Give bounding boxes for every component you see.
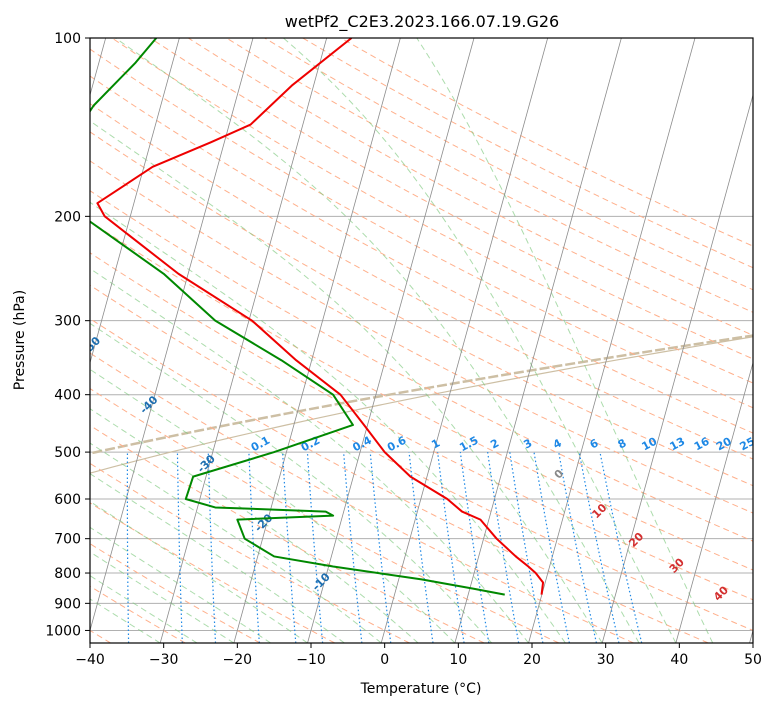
x-axis-label: Temperature (°C)	[360, 681, 482, 697]
dry-adiabat-line	[90, 352, 634, 643]
x-tick-label: −20	[223, 652, 253, 668]
isotherm-line	[159, 38, 328, 643]
temperature-profile	[96, 38, 545, 595]
dewpoint-profile	[90, 38, 505, 596]
x-tick-label: 20	[523, 652, 541, 668]
chart-title: wetPf2_C2E3.2023.166.07.19.G26	[285, 12, 559, 32]
dry-adiabat-line	[90, 75, 753, 434]
mixing-ratio-label: 13	[668, 435, 688, 454]
sounding-series	[90, 38, 545, 596]
y-axis: 100 200 300 400 500 600 700 800 900 1000	[45, 31, 90, 639]
dry-adiabat-line	[90, 252, 753, 601]
moist-adiabat-line	[90, 120, 603, 643]
moist-adiabat-line	[90, 201, 566, 643]
moist-adiabat-line	[90, 267, 529, 643]
plot-area: 0.10.20.40.611.52346810131620253036-100-…	[90, 38, 758, 643]
x-tick-label: −30	[149, 652, 179, 668]
x-tick-label: 0	[380, 652, 389, 668]
y-tick-label: 700	[54, 532, 81, 548]
plot-frame	[89, 37, 754, 644]
y-axis-label: Pressure (hPa)	[12, 290, 28, 390]
dry-adiabat-line	[90, 103, 753, 460]
mixing-ratio-line	[369, 452, 392, 643]
x-tick-label: −40	[75, 652, 105, 668]
dry-adiabat-line	[90, 388, 560, 643]
y-tick-label: 200	[54, 209, 81, 225]
x-tick-label: 50	[744, 652, 762, 668]
isotherms	[90, 38, 753, 643]
dry-adiabat-line	[149, 38, 753, 360]
moist-adiabat-line	[283, 38, 677, 643]
moist-adiabat-line	[90, 408, 419, 643]
isotherm-line	[233, 38, 401, 643]
isotherm-line	[307, 38, 475, 643]
mixing-ratio-label: 25	[738, 435, 758, 454]
dry-adiabat-line	[90, 284, 753, 631]
x-axis: −40 −30 −20 −10 0 10 20 30 40 50	[75, 643, 762, 668]
isotherm-line	[380, 38, 549, 643]
mixing-ratio-line	[578, 451, 620, 643]
mixing-ratio-line	[459, 452, 490, 643]
dry-adiabat-line	[90, 160, 753, 514]
y-tick-label: 800	[54, 566, 81, 582]
mixing-ratio-line	[306, 452, 324, 643]
y-tick-label: 300	[54, 314, 81, 330]
moist-adiabat-line	[90, 473, 345, 643]
isotherm-line	[90, 38, 254, 632]
dry-adiabat-line	[187, 38, 753, 336]
y-tick-label: 500	[54, 445, 81, 461]
dry-adiabat-line	[264, 38, 753, 291]
x-tick-label: 40	[670, 652, 688, 668]
mixing-ratio-label: 20	[714, 435, 734, 454]
mixing-ratio-label: 10	[640, 435, 660, 454]
mixing-ratio-line	[599, 451, 643, 643]
y-tick-label: 900	[54, 596, 81, 612]
dry-adiabat-line	[90, 48, 753, 409]
moist-adiabat-line	[90, 442, 382, 643]
mixing-ratio-lines	[126, 451, 643, 643]
mixing-ratio-label: 16	[692, 435, 712, 454]
y-tick-label: 100	[54, 31, 81, 47]
x-tick-label: 30	[597, 652, 615, 668]
isotherm-line	[454, 38, 622, 643]
moist-adiabat-line	[90, 322, 493, 643]
y-tick-label: 400	[54, 388, 81, 404]
y-tick-label: 600	[54, 492, 81, 508]
moist-adiabat-line	[90, 368, 456, 643]
y-tick-label: 1000	[45, 623, 81, 639]
x-tick-label: −10	[296, 652, 326, 668]
mixing-ratio-line	[408, 452, 434, 643]
dry-adiabat-line	[90, 585, 186, 643]
mixing-ratio-line	[343, 452, 363, 643]
mixing-ratio-line	[558, 451, 598, 643]
x-tick-label: 10	[449, 652, 467, 668]
dry-adiabat-line	[90, 190, 753, 542]
moist-adiabat-line	[416, 38, 714, 643]
isotherm-line	[528, 38, 696, 643]
pressure-gridlines	[90, 38, 753, 631]
dry-adiabat-line	[90, 318, 709, 643]
dry-adiabat-line	[90, 543, 261, 643]
dry-adiabats	[90, 38, 753, 643]
isotherm-line	[601, 93, 753, 643]
isotherm-line	[90, 38, 180, 365]
isotherm-line	[675, 361, 753, 643]
dry-adiabat-line	[90, 424, 485, 643]
